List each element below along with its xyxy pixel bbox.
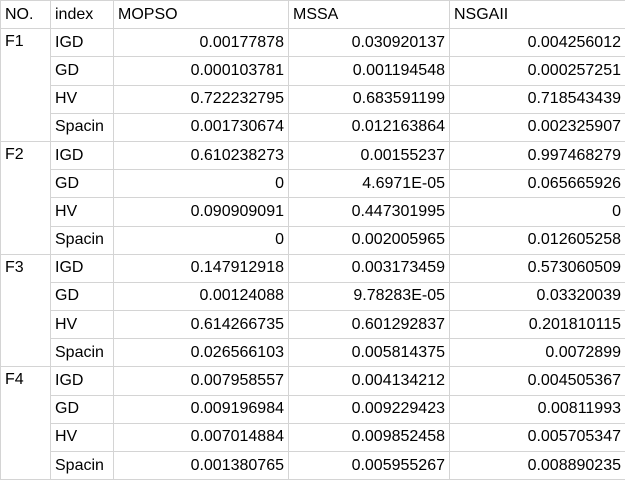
- index-cell[interactable]: Spacin: [50, 450, 114, 481]
- row: F1 IGD 0.00177878 0.030920137 0.004256012: [0, 28, 625, 142]
- index-cell[interactable]: HV: [50, 197, 114, 227]
- value-cell[interactable]: 0.683591199: [288, 84, 450, 114]
- value-cell[interactable]: 9.78283E-05: [288, 281, 450, 312]
- row: Spacin 0.001380765 0.005955267 0.008890235: [1, 450, 625, 481]
- value-cell[interactable]: 0.002325907: [449, 112, 625, 142]
- value-cell[interactable]: 0.005955267: [288, 450, 450, 481]
- row: Spacin 0.026566103 0.005814375 0.0072899: [1, 338, 625, 368]
- group-cell[interactable]: F1: [0, 28, 51, 142]
- row: HV 0.722232795 0.683591199 0.718543439: [1, 84, 625, 114]
- value-cell[interactable]: 0.030920137: [288, 28, 450, 58]
- index-cell[interactable]: IGD: [50, 366, 114, 396]
- group-cell[interactable]: F2: [0, 140, 51, 255]
- value-cell[interactable]: 0.004256012: [449, 28, 625, 58]
- index-cell[interactable]: GD: [50, 394, 114, 424]
- row: NO. index MOPSO MSSA NSGAII: [0, 0, 625, 30]
- value-cell[interactable]: 0.722232795: [113, 84, 289, 114]
- value-cell[interactable]: 0.009229423: [288, 394, 450, 424]
- group-cell[interactable]: F4: [0, 366, 51, 481]
- value-cell[interactable]: 0.008890235: [449, 450, 625, 481]
- index-cell[interactable]: IGD: [50, 253, 114, 283]
- value-cell[interactable]: 4.6971E-05: [288, 169, 450, 199]
- value-cell[interactable]: 0: [113, 225, 289, 255]
- value-cell[interactable]: 0.005814375: [288, 338, 450, 368]
- value-cell[interactable]: 0.000103781: [113, 56, 289, 86]
- value-cell[interactable]: 0.009196984: [113, 394, 289, 424]
- index-cell[interactable]: HV: [50, 422, 114, 453]
- row: GD 0.009196984 0.009229423 0.00811993: [1, 394, 625, 424]
- index-cell[interactable]: HV: [50, 84, 114, 114]
- row: HV 0.090909091 0.447301995 0: [1, 197, 625, 227]
- value-cell[interactable]: 0.573060509: [449, 253, 625, 283]
- index-cell[interactable]: HV: [50, 310, 114, 340]
- value-cell[interactable]: 0.012605258: [449, 225, 625, 255]
- value-cell[interactable]: 0.00155237: [288, 140, 450, 171]
- row: HV 0.614266735 0.601292837 0.201810115: [1, 310, 625, 340]
- value-cell[interactable]: 0.026566103: [113, 338, 289, 368]
- group-cell[interactable]: F3: [0, 253, 51, 368]
- row: GD 0 4.6971E-05 0.065665926: [1, 169, 625, 199]
- value-cell[interactable]: 0.447301995: [288, 197, 450, 227]
- value-cell[interactable]: 0.610238273: [113, 140, 289, 171]
- value-cell[interactable]: 0.0072899: [449, 338, 625, 368]
- value-cell[interactable]: 0.201810115: [449, 310, 625, 340]
- value-cell[interactable]: 0.147912918: [113, 253, 289, 283]
- index-cell[interactable]: GD: [50, 56, 114, 86]
- value-cell[interactable]: 0.090909091: [113, 197, 289, 227]
- value-cell[interactable]: 0.007958557: [113, 366, 289, 396]
- header-cell[interactable]: NSGAII: [449, 0, 625, 30]
- value-cell[interactable]: 0.009852458: [288, 422, 450, 453]
- value-cell[interactable]: 0.000257251: [449, 56, 625, 86]
- row: F3 IGD 0.147912918 0.003173459 0.573060509: [0, 253, 625, 368]
- value-cell[interactable]: 0.03320039: [449, 281, 625, 312]
- row: Spacin 0 0.002005965 0.012605258: [1, 225, 625, 255]
- index-cell[interactable]: Spacin: [50, 225, 114, 255]
- value-cell[interactable]: 0.012163864: [288, 112, 450, 142]
- value-cell[interactable]: 0.718543439: [449, 84, 625, 114]
- value-cell[interactable]: 0.00124088: [113, 281, 289, 312]
- value-cell[interactable]: 0.997468279: [449, 140, 625, 171]
- index-cell[interactable]: Spacin: [50, 338, 114, 368]
- header-cell[interactable]: index: [50, 0, 114, 30]
- index-cell[interactable]: Spacin: [50, 112, 114, 142]
- row: GD 0.00124088 9.78283E-05 0.03320039: [1, 281, 625, 312]
- value-cell[interactable]: 0: [449, 197, 625, 227]
- row: GD 0.000103781 0.001194548 0.000257251: [1, 56, 625, 86]
- value-cell[interactable]: 0.614266735: [113, 310, 289, 340]
- index-cell[interactable]: IGD: [50, 28, 114, 58]
- header-cell[interactable]: MSSA: [288, 0, 450, 30]
- row: Spacin 0.001730674 0.012163864 0.002325907: [1, 112, 625, 142]
- header-cell[interactable]: MOPSO: [113, 0, 289, 30]
- value-cell[interactable]: 0.005705347: [449, 422, 625, 453]
- value-cell[interactable]: 0.003173459: [288, 253, 450, 283]
- value-cell[interactable]: 0.004134212: [288, 366, 450, 396]
- value-cell[interactable]: 0.00811993: [449, 394, 625, 424]
- header-cell[interactable]: NO.: [0, 0, 51, 30]
- value-cell[interactable]: 0.001194548: [288, 56, 450, 86]
- value-cell[interactable]: 0.001730674: [113, 112, 289, 142]
- value-cell[interactable]: 0.065665926: [449, 169, 625, 199]
- row: HV 0.007014884 0.009852458 0.005705347: [1, 422, 625, 453]
- index-cell[interactable]: GD: [50, 281, 114, 312]
- value-cell[interactable]: 0.007014884: [113, 422, 289, 453]
- index-cell[interactable]: IGD: [50, 140, 114, 171]
- value-cell[interactable]: 0.00177878: [113, 28, 289, 58]
- value-cell[interactable]: 0.001380765: [113, 450, 289, 481]
- index-cell[interactable]: GD: [50, 169, 114, 199]
- value-cell[interactable]: 0.004505367: [449, 366, 625, 396]
- spreadsheet: NO. index MOPSO MSSA NSGAII F1 IGD 0.00177878 0.…: [0, 0, 625, 481]
- value-cell[interactable]: 0.002005965: [288, 225, 450, 255]
- row: F4 IGD 0.007958557 0.004134212 0.004505367: [0, 366, 625, 481]
- row: F2 IGD 0.610238273 0.00155237 0.997468279: [0, 140, 625, 255]
- value-cell[interactable]: 0.601292837: [288, 310, 450, 340]
- value-cell[interactable]: 0: [113, 169, 289, 199]
